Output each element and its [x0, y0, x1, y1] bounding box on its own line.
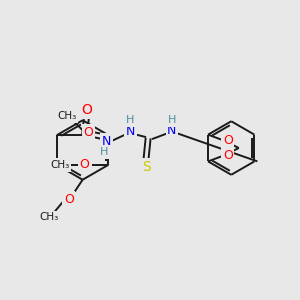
Text: N: N: [102, 135, 111, 148]
Text: O: O: [223, 149, 233, 162]
Text: CH₃: CH₃: [39, 212, 58, 222]
Text: N: N: [125, 125, 135, 138]
Text: O: O: [223, 134, 233, 147]
Text: S: S: [142, 160, 150, 174]
Text: O: O: [80, 158, 89, 171]
Text: O: O: [64, 193, 74, 206]
Text: CH₃: CH₃: [57, 111, 76, 121]
Text: CH₃: CH₃: [50, 160, 69, 170]
Text: O: O: [81, 103, 92, 117]
Text: N: N: [167, 124, 176, 137]
Text: H: H: [126, 115, 134, 125]
Text: H: H: [100, 147, 109, 157]
Text: O: O: [84, 126, 94, 139]
Text: H: H: [168, 115, 176, 125]
